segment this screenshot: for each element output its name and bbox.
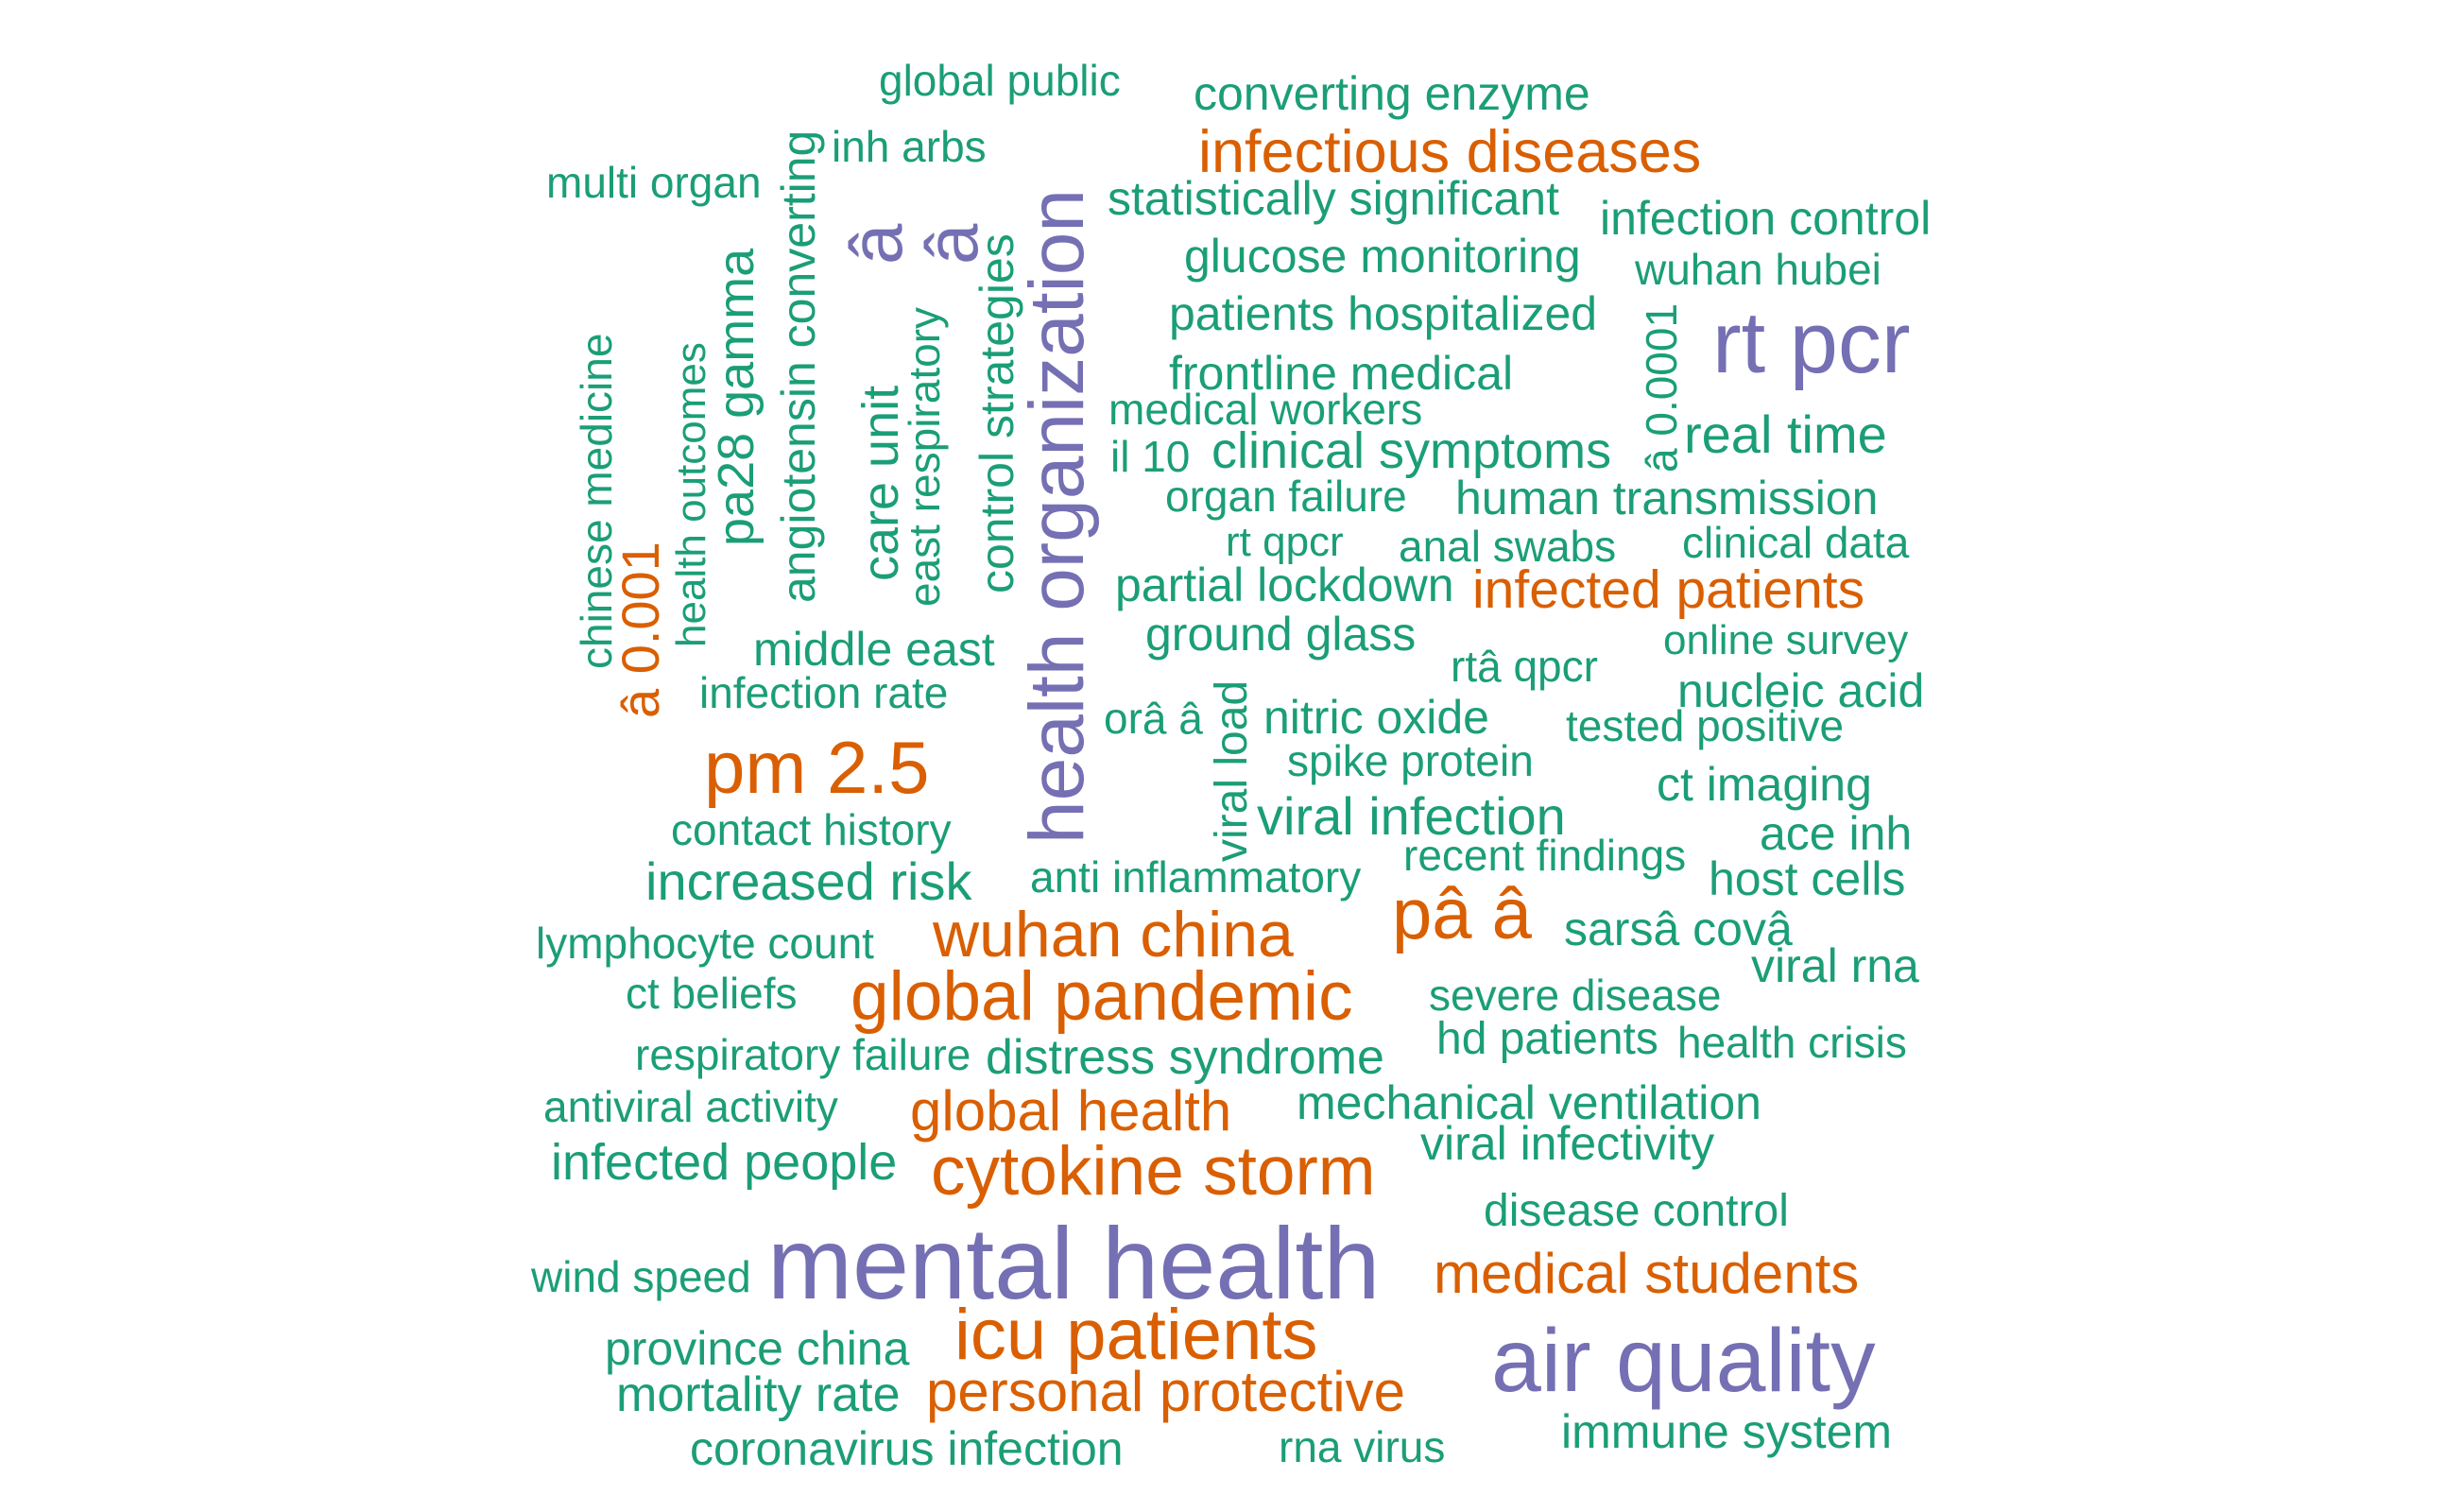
word: infectious diseases [1198,119,1702,185]
word: infection rate [699,668,949,717]
word: partial lockdown [1115,558,1454,611]
word: converting enzyme [1194,67,1590,120]
word: rt pcr [1712,295,1911,391]
word: human transmission [1455,472,1879,524]
word: viral rna [1751,939,1919,992]
word: global health [910,1079,1232,1143]
word: mechanical ventilation [1297,1076,1761,1129]
word-vertical: health organization [1014,189,1100,844]
word: air quality [1491,1311,1876,1411]
word-vertical: east respiratory [900,306,949,607]
word: global public [879,56,1121,105]
word: online survey [1663,617,1909,663]
word: coronavirus infection [690,1422,1124,1475]
word: patients hospitalized [1169,287,1598,340]
word: organ failure [1165,472,1407,521]
word: antiviral activity [543,1082,838,1131]
word: ace inh [1760,807,1913,860]
word: wuhan china [933,899,1294,971]
word: inh arbs [832,122,987,171]
word: ground glass [1145,608,1417,661]
word: sarsâ covâ [1564,902,1793,955]
word: ct imaging [1657,758,1872,811]
word: nitric oxide [1263,691,1489,744]
word: rtâ qpcr [1451,642,1598,691]
word: contact history [671,805,952,854]
word: wuhan hubei [1635,245,1881,294]
word: mental health [767,1206,1381,1320]
word-vertical: viral load [1207,679,1257,862]
word: spike protein [1287,736,1534,785]
word: respiratory failure [635,1030,971,1079]
word: rt qpcr [1226,519,1344,565]
word: clinical data [1682,518,1910,567]
word-vertical: health outcomes [668,342,714,647]
word: orâ â [1104,694,1203,743]
word: host cells [1709,852,1906,905]
word: increased risk [645,851,972,911]
word: hd patients [1436,1014,1658,1064]
word: province china [605,1322,910,1375]
word: il 10 [1110,432,1191,481]
word: nucleic acid [1677,664,1925,717]
word: pm 2.5 [704,726,930,809]
word: mortality rate [616,1367,901,1422]
word: immune system [1561,1405,1893,1458]
word: icu patients [954,1295,1318,1375]
word: lymphocyte count [536,919,874,968]
word: infected patients [1472,559,1865,620]
word: recent findings [1403,831,1687,880]
word-vertical: â [834,223,918,265]
word: real time [1684,404,1887,464]
word: glucose monitoring [1184,230,1581,283]
word: frontline medical [1169,347,1514,400]
word: middle east [753,623,995,676]
word: tested positive [1566,701,1845,750]
word: multi organ [546,158,762,207]
word: rna virus [1279,1422,1446,1471]
word: distress syndrome [986,1030,1384,1085]
word: viral infection [1257,786,1566,846]
word: wind speed [531,1252,751,1301]
word: pâ â [1392,874,1532,954]
word: statistically significant [1108,172,1559,225]
word-vertical: care unit [852,385,909,581]
word: anti inflammatory [1030,852,1362,902]
word: disease control [1484,1186,1789,1236]
word: personal protective [926,1360,1405,1423]
word: medical students [1434,1242,1860,1305]
word: viral infectivity [1420,1117,1715,1170]
word: infection control [1600,192,1932,245]
word: medical workers [1108,385,1423,434]
word: cytokine storm [931,1133,1376,1210]
word: severe disease [1429,971,1722,1020]
word-vertical: pa28 gamma [708,248,765,546]
word: global pandemic [850,958,1353,1035]
word: health crisis [1677,1018,1907,1067]
word: clinical symptoms [1211,422,1612,479]
word: anal swabs [1399,522,1617,571]
word-vertical: â 0.0001 [1637,302,1686,472]
word-vertical: â 0.001 [610,541,670,718]
word-vertical: angiotensin converting [772,129,825,603]
word: ct beliefs [626,969,798,1018]
word: infected people [551,1134,898,1191]
